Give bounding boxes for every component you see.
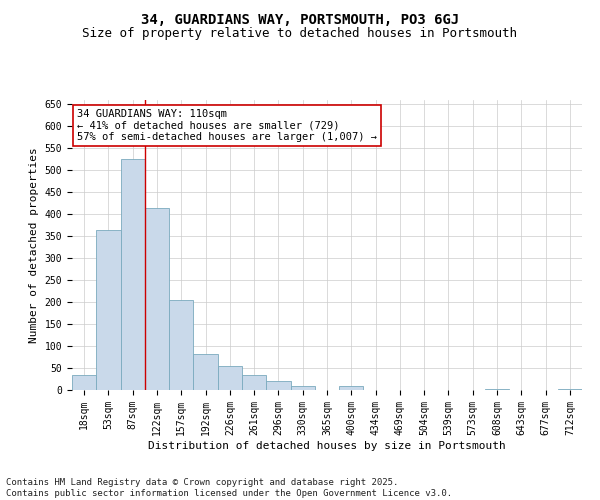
Bar bbox=[72, 374, 96, 390]
Bar bbox=[218, 366, 242, 390]
Text: 34 GUARDIANS WAY: 110sqm
← 41% of detached houses are smaller (729)
57% of semi-: 34 GUARDIANS WAY: 110sqm ← 41% of detach… bbox=[77, 108, 377, 142]
Bar bbox=[290, 386, 315, 390]
Bar bbox=[121, 160, 145, 390]
Bar bbox=[558, 388, 582, 390]
Text: Contains HM Land Registry data © Crown copyright and database right 2025.
Contai: Contains HM Land Registry data © Crown c… bbox=[6, 478, 452, 498]
Text: 34, GUARDIANS WAY, PORTSMOUTH, PO3 6GJ: 34, GUARDIANS WAY, PORTSMOUTH, PO3 6GJ bbox=[141, 12, 459, 26]
Bar bbox=[145, 208, 169, 390]
Bar bbox=[193, 354, 218, 390]
Bar bbox=[266, 381, 290, 390]
Bar bbox=[339, 386, 364, 390]
Bar bbox=[485, 388, 509, 390]
X-axis label: Distribution of detached houses by size in Portsmouth: Distribution of detached houses by size … bbox=[148, 440, 506, 450]
Text: Size of property relative to detached houses in Portsmouth: Size of property relative to detached ho… bbox=[83, 28, 517, 40]
Bar bbox=[169, 300, 193, 390]
Bar bbox=[96, 230, 121, 390]
Y-axis label: Number of detached properties: Number of detached properties bbox=[29, 147, 39, 343]
Bar bbox=[242, 374, 266, 390]
